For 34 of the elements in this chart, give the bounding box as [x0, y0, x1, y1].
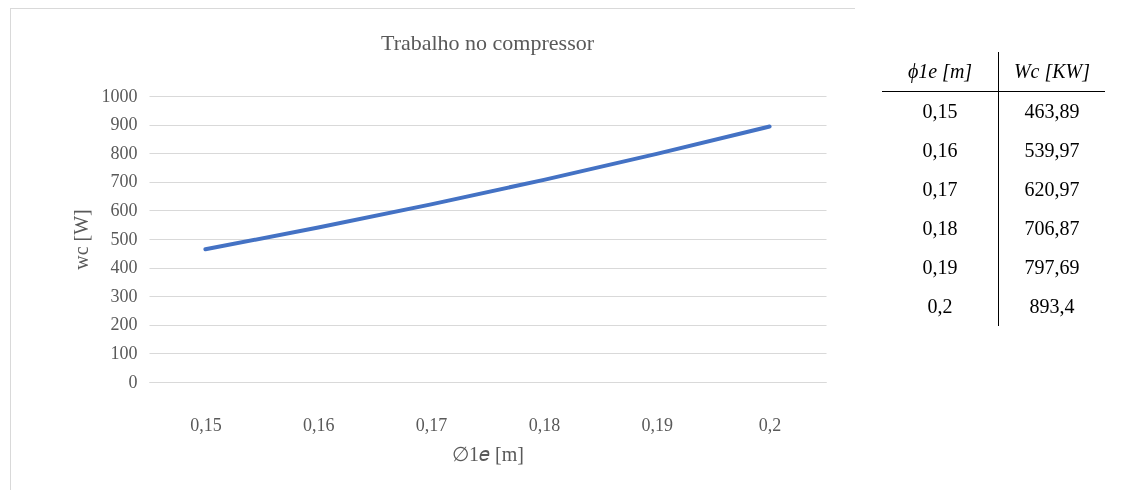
y-axis-title: wc [W] [69, 209, 92, 270]
y-tick-label: 0 [128, 371, 138, 392]
x-tick-label: 0,19 [641, 414, 673, 435]
category-label: 0,17 [922, 178, 958, 200]
x-tick-label: 0,2 [758, 414, 782, 435]
x-tick-label: 0,16 [303, 414, 335, 435]
category-label: 0,19 [922, 256, 958, 278]
x-tick-label: 0,17 [415, 414, 448, 435]
text: 539,97 [1024, 139, 1080, 161]
y-tick-label: 1000 [101, 85, 138, 106]
y-tick-label: 700 [110, 171, 138, 192]
category-label: 0,16 [922, 139, 958, 161]
text: 706,87 [1024, 217, 1080, 239]
x-axis-title: ∅1𝑒 [m] [452, 442, 524, 465]
text: 463,89 [1024, 100, 1080, 122]
text: Wc [KW] [998, 52, 1105, 92]
x-tick-label: 0,15 [190, 414, 222, 435]
text: 893,4 [1029, 295, 1075, 317]
y-tick-label: 100 [110, 342, 138, 363]
chart-title: Trabalho no compressor [380, 30, 595, 55]
text: 620,97 [1024, 178, 1080, 200]
text: 797,69 [1024, 256, 1080, 278]
y-tick-label: 200 [110, 314, 138, 335]
y-tick-label: 800 [110, 142, 138, 163]
x-tick-label: 0,18 [528, 414, 561, 435]
y-tick-label: 400 [110, 257, 138, 278]
y-tick-label: 500 [110, 228, 138, 249]
category-label: 0,18 [922, 217, 958, 239]
category-label: 0,2 [927, 295, 953, 317]
y-tick-label: 900 [110, 114, 138, 135]
y-tick-label: 600 [110, 199, 138, 220]
y-tick-label: 300 [110, 285, 138, 306]
category-label: 0,15 [922, 100, 958, 122]
text: ϕ1e [m] [882, 52, 999, 92]
